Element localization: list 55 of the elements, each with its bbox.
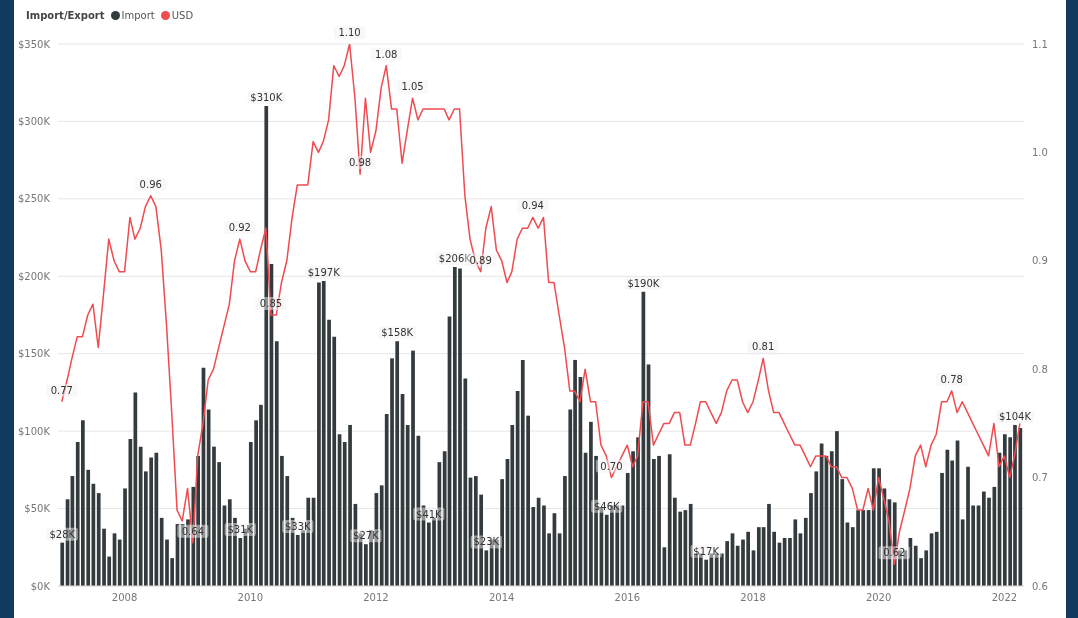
data-label: $41K (416, 508, 443, 520)
bar (133, 392, 138, 586)
data-label: $158K (381, 327, 414, 339)
x-tick-label: 2020 (865, 592, 892, 604)
data-label: $23K (473, 536, 500, 548)
data-label: $197K (307, 266, 341, 278)
data-label: 0.96 (139, 178, 162, 190)
data-label: 0.81 (752, 341, 775, 353)
y2-tick-label: 0.7 (1032, 472, 1048, 484)
y2-tick-label: 1.1 (1032, 38, 1048, 50)
data-label: $310K (250, 91, 283, 103)
bar (60, 542, 65, 586)
x-tick-label: 2016 (614, 592, 640, 604)
x-tick-label: 2010 (237, 592, 264, 604)
x-tick-label: 2022 (991, 592, 1018, 604)
data-label: $104K (998, 410, 1032, 422)
data-label: 0.98 (348, 157, 372, 169)
y-tick-label: $100K (17, 425, 51, 437)
y2-tick-label: 0.6 (1032, 580, 1048, 592)
data-label: 0.92 (228, 222, 251, 234)
bar (510, 424, 515, 586)
data-label: 0.89 (469, 254, 492, 266)
x-tick-label: 2012 (363, 592, 389, 604)
data-label: 0.77 (50, 384, 73, 396)
data-label: 0.78 (940, 373, 963, 385)
data-label: $28K (49, 528, 76, 540)
y-tick-label: $350K (17, 38, 51, 50)
y-tick-label: $300K (17, 115, 51, 127)
y-tick-label: $200K (17, 270, 51, 282)
legend-label: USD (171, 9, 194, 21)
bar (756, 527, 761, 586)
data-label: 0.85 (259, 298, 283, 309)
data-label: 0.70 (600, 460, 623, 472)
data-label: $17K (693, 545, 720, 557)
data-label: 1.10 (338, 27, 361, 38)
y2-tick-label: 1.0 (1032, 146, 1048, 158)
legend-title: Import/Export (26, 9, 105, 21)
data-label: $33K (284, 520, 312, 532)
data-label: 1.05 (401, 81, 424, 93)
y2-tick-label: 0.8 (1032, 363, 1048, 375)
data-label: $31K (227, 523, 254, 535)
legend-label: Import (121, 9, 155, 21)
y2-tick-label: 0.9 (1032, 255, 1048, 267)
x-tick-label: 2014 (488, 592, 515, 604)
y-tick-label: $150K (17, 348, 51, 360)
data-label: $190K (627, 277, 660, 289)
data-label: $46K (593, 500, 620, 512)
y-tick-label: $50K (24, 503, 51, 515)
y-tick-label: $250K (17, 193, 51, 205)
y-tick-label: $0K (30, 580, 51, 592)
x-tick-label: 2008 (111, 592, 138, 604)
data-label: 1.08 (375, 48, 398, 60)
data-label: 0.94 (521, 200, 544, 212)
data-label: $206K (438, 252, 472, 264)
x-tick-label: 2018 (740, 592, 766, 604)
